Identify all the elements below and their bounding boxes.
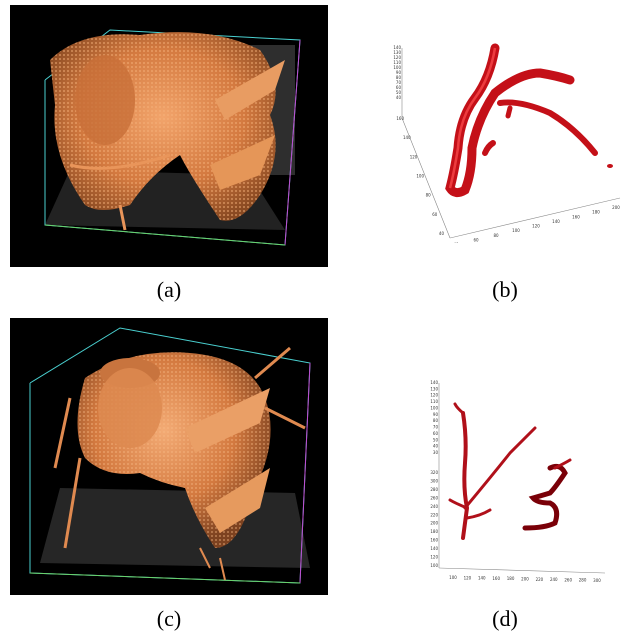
tick-label: 300: [593, 578, 601, 583]
tick-label: 240: [430, 504, 438, 509]
tick-label: 130: [393, 50, 401, 55]
tick-label: 40: [433, 444, 439, 449]
tick-label: 140: [478, 576, 486, 581]
tick-label: 100: [393, 65, 401, 70]
tick-label: 30: [433, 450, 439, 455]
tick-label: 80: [396, 75, 402, 80]
tick-label: 60: [396, 85, 402, 90]
caption-d: (d): [492, 606, 518, 631]
tick-label: 180: [507, 576, 515, 581]
vessel-plot-panel-d: 140 130 120 110 100 90 80 70 60 50 40 30 320 300 280 2…: [425, 378, 625, 583]
caption-c: (c): [156, 606, 182, 631]
tick-label: 100: [416, 174, 424, 179]
caption-b: (b): [492, 277, 518, 302]
tick-label: 120: [430, 555, 438, 560]
tick-label: 80: [433, 418, 439, 423]
vessel-branch: [497, 99, 598, 156]
tick-label: 50: [396, 90, 402, 95]
x-axis-ticks-b: 40 60 80 100 120 140 160 180 200: [453, 205, 620, 243]
tick-label: 200: [521, 577, 529, 582]
tick-label: 130: [430, 386, 438, 391]
tick-label: 160: [572, 214, 580, 219]
tick-label: 70: [433, 425, 439, 430]
tick-label: 160: [430, 538, 438, 543]
tick-label: 140: [393, 45, 401, 50]
vessel-plot-panel-b: 140 130 120 110 100 90 80 70 60 50 40 160 140 120 100…: [390, 38, 625, 243]
tick-label: 280: [579, 578, 587, 583]
volume-render-panel-c: [10, 318, 328, 595]
tick-label: 70: [396, 80, 402, 85]
tick-label: 50: [433, 437, 439, 442]
tick-label: 240: [550, 577, 558, 582]
y-axis-ticks-b: 160 140 120 100 80 60 40: [396, 116, 444, 236]
tick-label: 40: [439, 231, 445, 236]
tick-label: 80: [426, 193, 432, 198]
tick-label: 260: [430, 495, 438, 500]
tick-label: 120: [430, 393, 438, 398]
tick-label: 120: [532, 224, 540, 229]
vessel-main: [445, 43, 575, 198]
tick-label: 220: [536, 577, 544, 582]
tick-label: 90: [396, 70, 402, 75]
tick-label: 320: [430, 470, 438, 475]
tick-label: 180: [592, 210, 600, 215]
tick-label: 280: [430, 487, 438, 492]
tick-label: 90: [433, 412, 439, 417]
tick-label: 100: [430, 563, 438, 568]
tick-label: 40: [396, 95, 402, 100]
tick-label: 80: [493, 233, 499, 238]
y-axis-ticks-d: 320 300 280 260 240 220 200 180 160 140 120 100: [430, 470, 438, 568]
tick-label: 40: [453, 242, 459, 243]
tick-label: 120: [464, 575, 472, 580]
caption-a: (a): [156, 277, 182, 302]
tick-label: 200: [430, 521, 438, 526]
tick-label: 220: [430, 512, 438, 517]
tick-label: 140: [552, 219, 560, 224]
tick-label: 100: [512, 228, 520, 233]
tick-label: 60: [433, 431, 439, 436]
tick-label: 160: [396, 116, 404, 121]
tick-label: 120: [393, 55, 401, 60]
tick-label: 120: [410, 154, 418, 159]
tick-label: 260: [564, 577, 572, 582]
tick-label: 200: [612, 205, 620, 210]
volume-render-panel-a: [10, 5, 328, 267]
tick-label: 60: [432, 212, 438, 217]
vessel-tree-right: [522, 463, 568, 531]
tick-label: 60: [473, 237, 479, 242]
tick-label: 110: [430, 399, 438, 404]
tick-label: 140: [430, 380, 438, 385]
tick-label: 100: [449, 575, 457, 580]
tick-label: 180: [430, 529, 438, 534]
tick-label: 300: [430, 478, 438, 483]
tick-label: 160: [492, 576, 500, 581]
tick-label: 140: [403, 135, 411, 140]
tick-label: 100: [430, 405, 438, 410]
tick-label: 140: [430, 546, 438, 551]
vessel-tree-left: [461, 411, 470, 540]
x-axis-ticks-d: 100 120 140 160 180 200 220 240 260 280 300: [449, 575, 601, 583]
tick-label: 110: [393, 60, 401, 65]
